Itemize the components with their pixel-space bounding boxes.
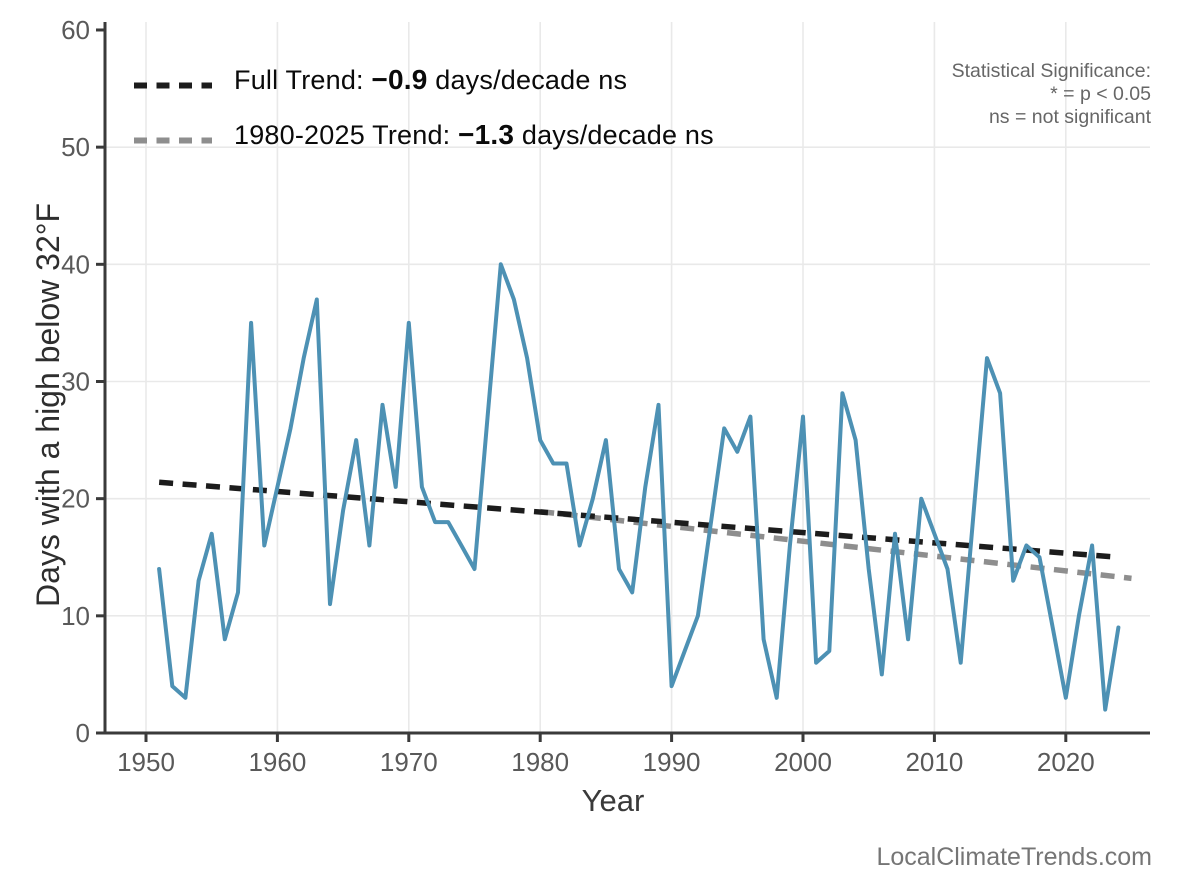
x-axis-title: Year bbox=[581, 783, 645, 818]
legend-item-full-trend: Full Trend: −0.9 days/decade ns bbox=[134, 52, 714, 107]
recent-trend-label: 1980-2025 Trend: −1.3 days/decade ns bbox=[234, 118, 714, 150]
axes: 0 10 20 30 40 50 60 1950 1960 1970 1980 1990 2000 201… bbox=[61, 15, 1150, 777]
y-tick-label: 60 bbox=[61, 15, 90, 45]
y-tick-label: 50 bbox=[61, 132, 90, 162]
significance-note-title: Statistical Significance: bbox=[951, 60, 1151, 82]
y-tick-label: 0 bbox=[76, 718, 90, 748]
significance-note: Statistical Significance: * = p < 0.05 n… bbox=[952, 60, 1151, 129]
significance-note-ns: ns = not significant bbox=[988, 106, 1151, 128]
x-tick-label: 1950 bbox=[117, 747, 175, 777]
recent-trend-line bbox=[539, 508, 1132, 582]
y-tick-label: 10 bbox=[61, 601, 90, 631]
legend-item-recent-trend: 1980-2025 Trend: −1.3 days/decade ns bbox=[134, 107, 714, 162]
full-trend-line bbox=[158, 479, 1119, 560]
x-tick-label: 1980 bbox=[511, 747, 569, 777]
x-tick-label: 2010 bbox=[905, 747, 963, 777]
x-tick-label: 2000 bbox=[774, 747, 832, 777]
watermark: LocalClimateTrends.com bbox=[876, 843, 1152, 871]
series-line-annual-days-below-32F bbox=[157, 262, 1121, 712]
full-trend-line-swatch bbox=[134, 76, 212, 89]
legend: Full Trend: −0.9 days/decade ns 1980-202… bbox=[134, 52, 714, 162]
recent-trend-line-swatch bbox=[134, 131, 212, 144]
x-tick-label: 2020 bbox=[1037, 747, 1095, 777]
x-tick-label: 1990 bbox=[643, 747, 701, 777]
y-tick-label: 20 bbox=[61, 484, 90, 514]
x-tick-label: 1960 bbox=[248, 747, 306, 777]
significance-note-star: * = p < 0.05 bbox=[1050, 83, 1151, 105]
full-trend-label: Full Trend: −0.9 days/decade ns bbox=[234, 63, 628, 95]
y-tick-label: 30 bbox=[61, 366, 90, 396]
x-tick-label: 1970 bbox=[380, 747, 438, 777]
y-tick-label: 40 bbox=[61, 249, 90, 279]
